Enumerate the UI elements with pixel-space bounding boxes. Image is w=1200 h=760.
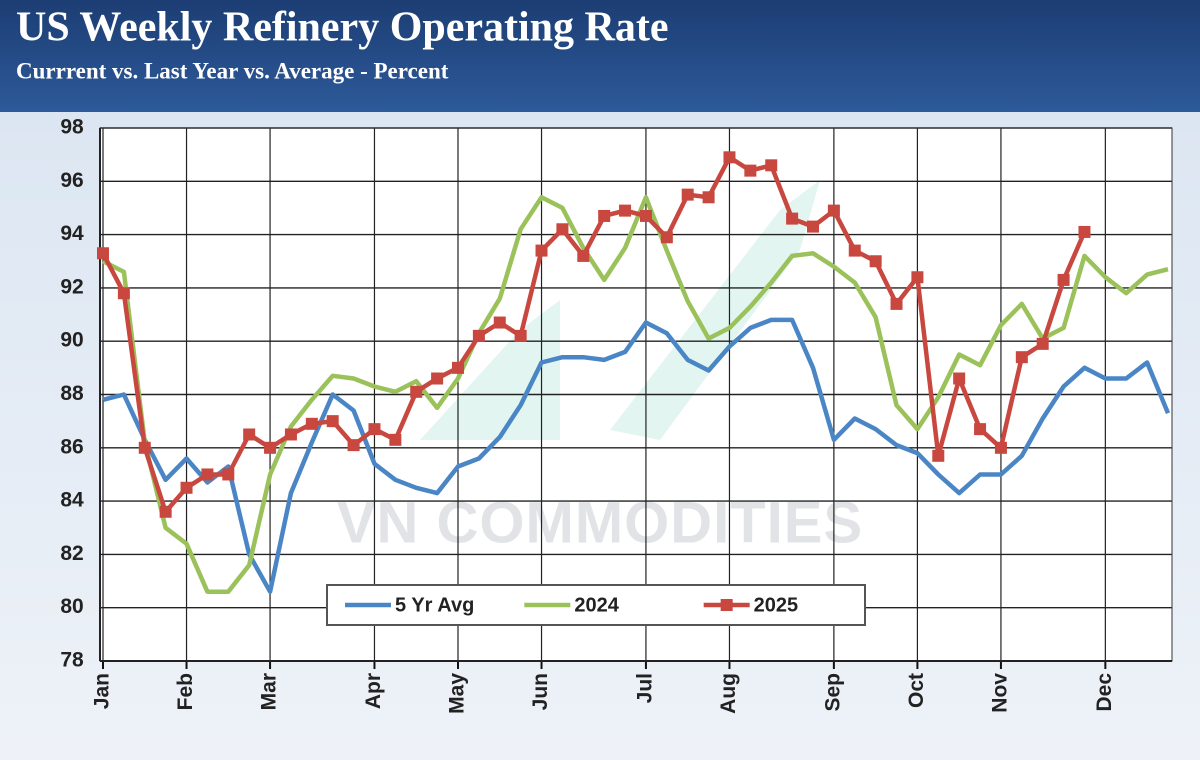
marker (890, 297, 903, 310)
marker (431, 372, 444, 385)
watermark-arrow (420, 180, 820, 440)
y-tick-label: 82 (60, 542, 83, 565)
header-band (0, 0, 1200, 112)
marker (117, 287, 130, 300)
marker (681, 188, 694, 201)
marker (472, 329, 485, 342)
y-tick-label: 86 (60, 435, 83, 458)
marker (598, 209, 611, 222)
marker (974, 423, 987, 436)
x-tick-label: Dec (1093, 673, 1116, 712)
marker (807, 220, 819, 233)
y-tick-label: 92 (60, 275, 83, 298)
marker (347, 439, 360, 452)
marker (660, 231, 673, 244)
series-line (102, 317, 1171, 594)
marker (201, 468, 214, 481)
marker (786, 212, 799, 225)
chart-subtitle: Currrent vs. Last Year vs. Average - Per… (16, 58, 449, 83)
legend-box (326, 584, 866, 626)
marker (953, 372, 966, 385)
marker (744, 164, 757, 177)
y-tick-label: 84 (60, 489, 84, 512)
marker (368, 423, 381, 436)
legend-label: 2024 (574, 594, 619, 616)
x-tick-label: Jul (633, 673, 656, 703)
marker (1015, 351, 1028, 364)
marker (389, 433, 402, 446)
marker (243, 428, 256, 441)
marker (827, 204, 840, 217)
marker (702, 191, 715, 204)
marker (848, 244, 861, 257)
x-tick-label: Feb (174, 673, 197, 710)
y-tick-label: 78 (60, 649, 84, 672)
plot-border (99, 127, 1173, 662)
legend: 5 Yr Avg 2024 2025 (326, 584, 866, 626)
marker (765, 159, 778, 172)
y-tick-label: 94 (60, 222, 84, 245)
marker (493, 316, 506, 329)
marker (284, 428, 297, 441)
marker (1036, 337, 1049, 350)
marker (159, 505, 172, 518)
marker (869, 255, 882, 268)
x-tick-label: May (446, 673, 469, 714)
marker (305, 417, 318, 430)
marker (326, 415, 339, 428)
legend-marker (720, 599, 733, 611)
y-tick-label: 96 (60, 169, 83, 192)
x-tick-label: Nov (988, 673, 1011, 713)
marker (723, 151, 736, 164)
marker (97, 247, 109, 260)
marker (452, 361, 464, 374)
x-tick-label: Oct (905, 673, 928, 708)
y-tick-label: 80 (60, 595, 83, 618)
x-tick-label: Mar (258, 673, 281, 710)
marker (222, 468, 235, 481)
legend-label: 5 Yr Avg (395, 594, 474, 616)
marker (180, 481, 193, 494)
marker (911, 271, 924, 284)
marker (535, 244, 548, 257)
marker (556, 223, 569, 236)
x-tick-label: Aug (717, 673, 740, 714)
marker (932, 449, 945, 462)
y-tick-label: 90 (60, 329, 83, 352)
watermark: VN COMMODITIES (337, 490, 863, 555)
marker (577, 249, 590, 262)
marker (514, 329, 527, 342)
x-tick-label: Sep (821, 673, 844, 712)
x-tick-label: Jun (529, 673, 552, 710)
y-tick-label: 88 (60, 382, 84, 405)
marker (1078, 225, 1091, 238)
marker (138, 441, 151, 454)
x-tick-label: Jan (91, 673, 114, 709)
marker (619, 204, 632, 217)
chart-title: US Weekly Refinery Operating Rate (16, 5, 668, 51)
marker (639, 209, 652, 222)
marker (994, 441, 1007, 454)
x-tick-label: Apr (362, 673, 385, 709)
y-tick-label: 98 (60, 116, 84, 139)
marker (410, 385, 423, 398)
marker (264, 441, 277, 454)
legend-label: 2025 (754, 594, 799, 616)
series-line (101, 195, 1169, 594)
marker (1057, 273, 1070, 286)
